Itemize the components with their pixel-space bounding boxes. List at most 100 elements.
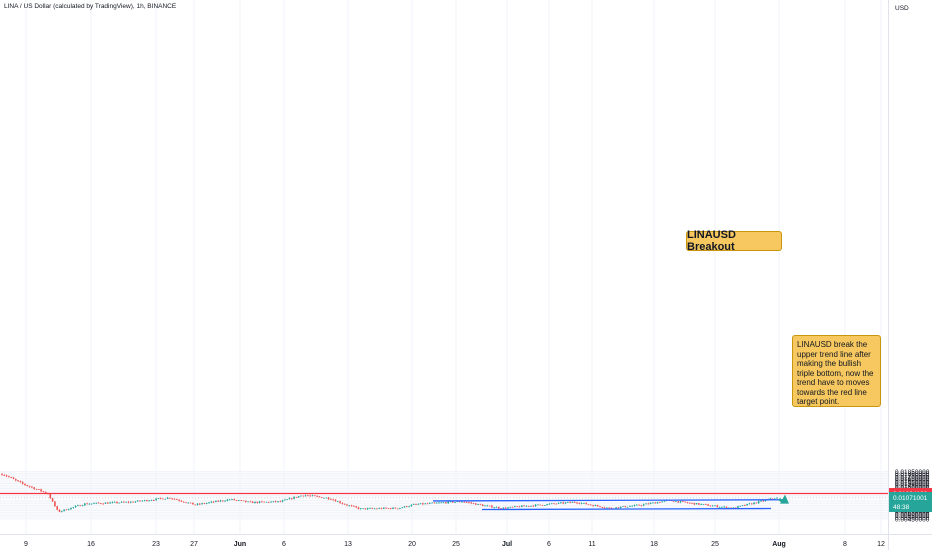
- candle: [638, 504, 640, 506]
- candle: [90, 503, 93, 505]
- candle: [385, 507, 387, 509]
- candle: [201, 502, 203, 505]
- candle: [215, 500, 217, 503]
- candle: [392, 507, 394, 510]
- candle: [544, 504, 546, 506]
- y-tick-label: 0.01550000: [895, 479, 930, 486]
- candle: [203, 502, 206, 505]
- candle: [578, 502, 581, 505]
- candle: [447, 501, 449, 504]
- candle: [633, 504, 636, 507]
- candle: [38, 489, 40, 490]
- candle: [205, 502, 208, 505]
- candle: [659, 501, 661, 503]
- candle: [709, 505, 712, 507]
- y-tick-label: 0.01450000: [895, 483, 930, 490]
- candle: [226, 498, 229, 502]
- candle: [284, 498, 286, 501]
- candle: [700, 503, 702, 506]
- candle: [509, 506, 512, 508]
- x-tick-label: Jun: [234, 541, 246, 548]
- candle: [97, 502, 100, 504]
- candle: [251, 501, 254, 504]
- candle: [141, 500, 144, 502]
- candle: [343, 503, 346, 505]
- candle: [679, 500, 682, 504]
- candle: [249, 500, 252, 503]
- candle: [702, 504, 705, 505]
- candle: [224, 499, 226, 502]
- candle: [28, 485, 31, 488]
- lower-trendline[interactable]: [481, 507, 772, 511]
- candle: [268, 501, 270, 504]
- candle: [406, 506, 408, 508]
- candle: [120, 501, 123, 504]
- upper-trendline[interactable]: [432, 499, 788, 502]
- candle: [546, 503, 548, 506]
- candle: [672, 500, 675, 502]
- candle: [564, 501, 567, 505]
- x-tick-label: 6: [282, 541, 286, 548]
- candle: [148, 499, 150, 502]
- candle: [366, 507, 369, 511]
- candle: [629, 505, 631, 508]
- candle: [498, 506, 500, 509]
- breakout-arrow[interactable]: [778, 494, 789, 504]
- analysis-note[interactable]: LINAUSD break the upper trend line after…: [792, 335, 881, 407]
- candle: [645, 503, 647, 505]
- candle: [396, 508, 399, 510]
- candle: [72, 507, 75, 509]
- candle: [415, 503, 417, 506]
- candle: [755, 502, 758, 504]
- candle: [429, 502, 431, 505]
- candle: [173, 498, 176, 500]
- candle: [194, 504, 196, 506]
- candle: [647, 502, 650, 505]
- candle: [346, 503, 348, 507]
- x-axis-labels: 9 16 23 27 Jun 6 13 20 25 Jul 6 11 18 25 Aug 8 12: [24, 541, 885, 548]
- candle: [401, 507, 403, 509]
- candle: [594, 504, 597, 507]
- candle: [228, 498, 231, 501]
- candle: [153, 499, 155, 502]
- candle: [435, 502, 438, 504]
- x-tick-label: 6: [547, 541, 551, 548]
- candle: [583, 502, 585, 504]
- candle: [746, 503, 748, 506]
- candle: [675, 500, 677, 503]
- candle: [562, 501, 564, 505]
- breakout-label[interactable]: LINAUSD Breakout: [686, 229, 782, 253]
- candle: [387, 508, 390, 510]
- candle: [178, 499, 180, 502]
- candle: [610, 507, 613, 509]
- candle: [21, 481, 24, 485]
- candle: [661, 501, 663, 503]
- candle: [576, 501, 578, 505]
- candle: [24, 483, 26, 486]
- candle: [297, 496, 300, 498]
- candle: [573, 501, 576, 504]
- candle: [470, 501, 472, 505]
- x-tick-label: 27: [190, 541, 198, 548]
- candle: [339, 500, 341, 504]
- candle: [58, 509, 61, 513]
- candle: [116, 501, 118, 504]
- candle: [125, 501, 127, 503]
- x-tick-label: Jul: [502, 541, 512, 548]
- candle: [123, 501, 125, 503]
- candle: [254, 501, 256, 504]
- candle: [107, 501, 109, 504]
- candle: [590, 504, 592, 506]
- candle: [77, 504, 79, 507]
- candle: [530, 505, 532, 508]
- candle: [139, 500, 141, 502]
- candle: [93, 502, 95, 505]
- candle: [309, 494, 311, 497]
- candle: [514, 505, 516, 508]
- candle: [693, 502, 696, 506]
- candle: [217, 499, 219, 503]
- candle: [327, 496, 330, 500]
- x-tick-label: 23: [152, 541, 160, 548]
- candle: [314, 495, 316, 497]
